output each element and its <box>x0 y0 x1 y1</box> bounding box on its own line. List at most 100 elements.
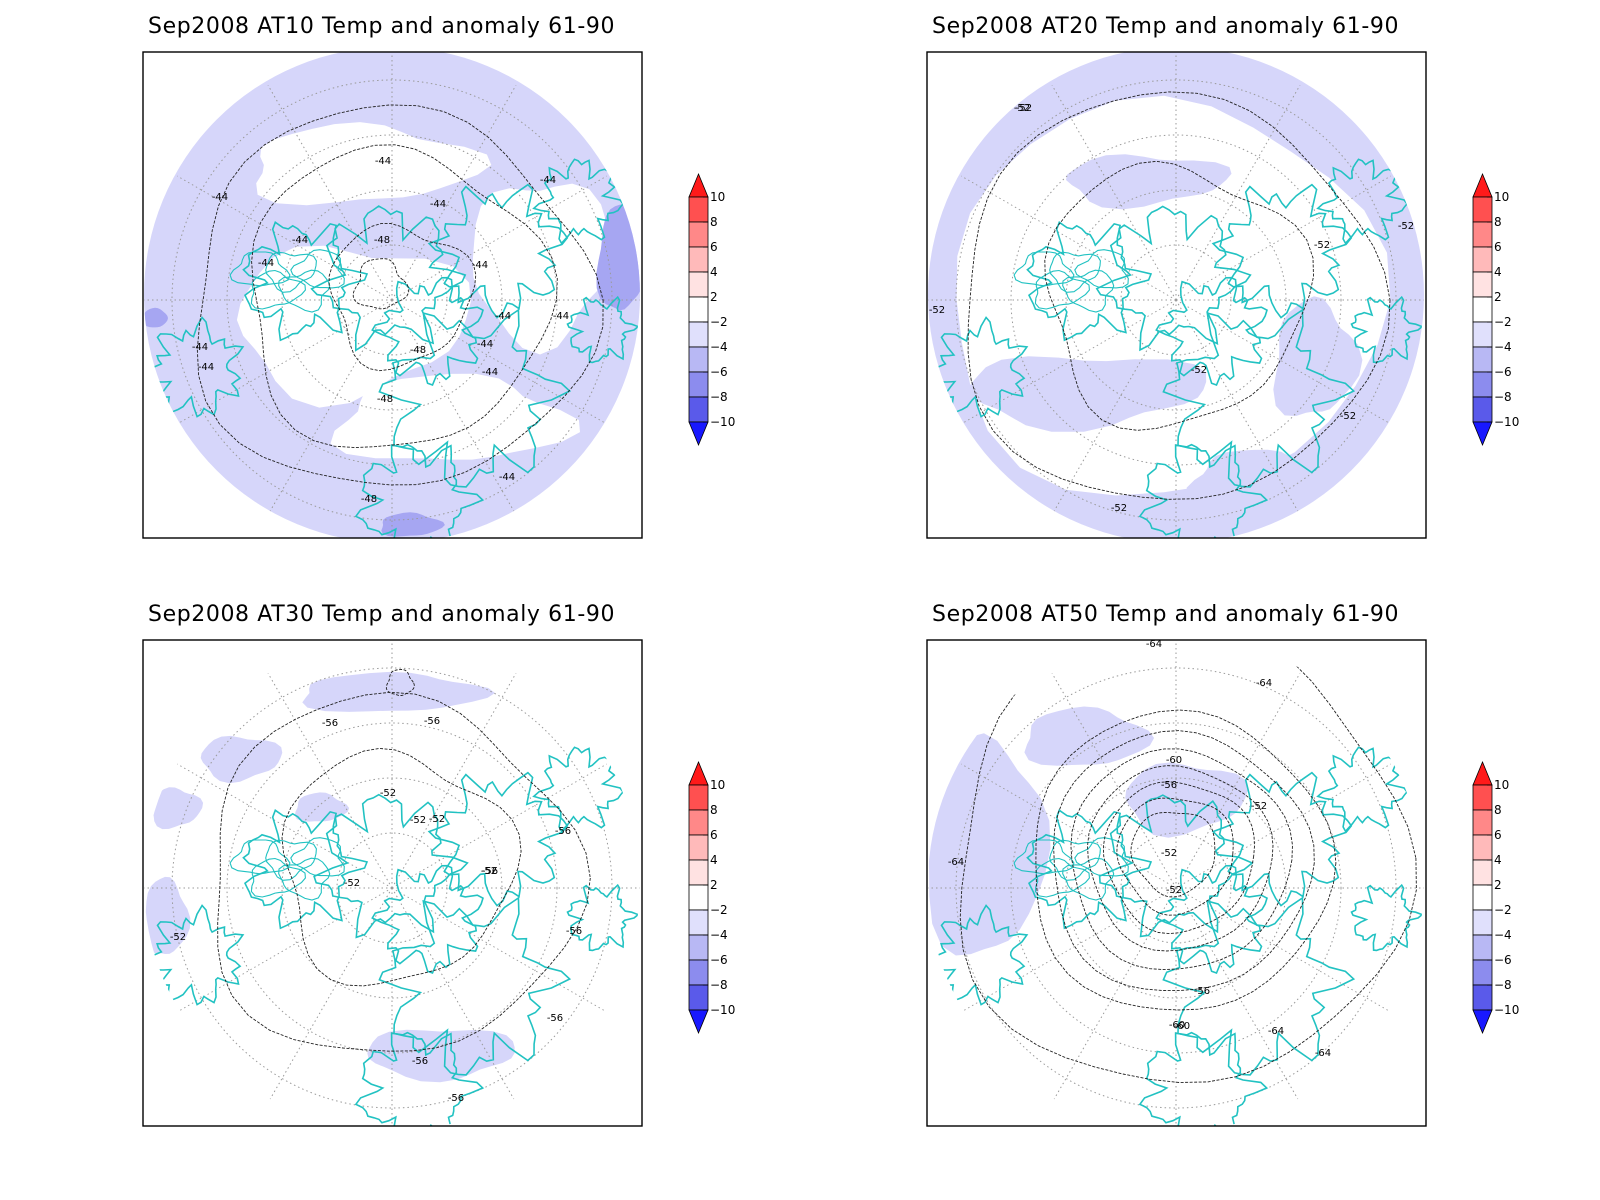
border-line <box>1062 857 1115 901</box>
latitude-circle <box>281 189 503 411</box>
contour-label: -44 <box>212 192 228 203</box>
contours <box>967 91 1391 500</box>
colorbar-tick-label: 10 <box>1494 778 1509 792</box>
coastline <box>242 809 369 930</box>
panel-title: Sep2008 AT20 Temp and anomaly 61-90 <box>932 14 1400 39</box>
meridian-line <box>960 299 1177 425</box>
contour-labels: -52-52-52-52-52-52-52-52 <box>929 103 1414 514</box>
anomaly-patch <box>144 307 168 328</box>
meridian-line <box>391 887 517 1104</box>
coastline <box>371 864 484 975</box>
contour-line <box>385 669 415 697</box>
contour-label: -44 <box>375 156 391 167</box>
contour-labels: -64 -64 -60 -56 -52 -52 -64 -52 -56 -60 -64 -64 -60 <box>948 640 1331 1059</box>
contours <box>217 669 591 1052</box>
graticule <box>144 640 640 1126</box>
latitude-circle <box>955 79 1397 521</box>
contour-label: -56 <box>566 926 582 937</box>
colorbar-min-arrow <box>1472 1009 1493 1035</box>
coastline <box>1316 158 1409 245</box>
meridian-line <box>1175 763 1392 889</box>
coastline <box>1316 746 1409 833</box>
colorbar-tick-label: −6 <box>1494 953 1512 967</box>
coastline <box>1211 183 1353 319</box>
coastline <box>566 295 640 364</box>
meridian-line <box>391 175 608 301</box>
colorbar-segment <box>1472 246 1493 273</box>
colorbar-segment <box>1472 984 1493 1011</box>
colorbar-tick-label: −8 <box>1494 978 1512 992</box>
anomaly-patch <box>1024 706 1155 766</box>
latitude-circle <box>171 79 613 521</box>
colorbar-tick-label: 2 <box>710 878 718 892</box>
colorbar-segment <box>1472 959 1493 986</box>
meridian-line <box>176 763 393 889</box>
contour-labels: -44 -44 -44 -44 -44 -48 -44 -44 -48 -44 -44 -44 -48 -… <box>192 156 569 505</box>
coastline <box>354 443 485 538</box>
coastline <box>1350 295 1424 364</box>
latitude-circle <box>171 667 613 1109</box>
contour-label: -56 <box>555 826 571 837</box>
coastlines <box>146 746 640 1126</box>
coastlines <box>930 158 1424 538</box>
colorbar-tick-label: 4 <box>1494 265 1502 279</box>
colorbar-tick-label: −10 <box>710 415 735 429</box>
map-frame <box>142 51 643 539</box>
contour-line <box>217 691 591 1052</box>
contour-line <box>1070 748 1293 971</box>
anomaly-field <box>144 671 515 1083</box>
contour-label: -48 <box>361 494 377 505</box>
colorbar-segment <box>688 346 709 373</box>
coastline <box>1162 308 1356 488</box>
contour-label: -52 <box>429 814 445 825</box>
colorbar-segment <box>688 221 709 248</box>
meridian-line <box>960 887 1177 1013</box>
contour-label: -44 <box>472 260 488 271</box>
anomaly-patch <box>1273 296 1363 416</box>
contour-label: -56 <box>424 716 440 727</box>
colorbar-segment <box>688 984 709 1011</box>
contour-label: -44 <box>499 472 515 483</box>
colorbar-segment <box>1472 321 1493 348</box>
map-panel-at30: Sep2008 AT30 Temp and anomaly 61-90 -56-… <box>0 588 800 1188</box>
meridian-line <box>267 672 393 889</box>
contour-line <box>1130 812 1216 898</box>
anomaly-patch <box>1125 762 1249 838</box>
contour-label: -56 <box>482 866 498 877</box>
colorbar-min-arrow <box>688 421 709 447</box>
meridian-line <box>1175 84 1301 301</box>
contour-line <box>967 91 1391 500</box>
map-area: -56-56-52-52-52-52-52-56-52-56-56-56-56-… <box>144 640 640 1126</box>
contour-label: -60 <box>1166 755 1182 766</box>
coastline <box>313 793 469 939</box>
coastline <box>1095 205 1252 352</box>
colorbar-max-arrow <box>1472 760 1493 786</box>
anomaly-patch <box>256 122 492 206</box>
colorbar-segment <box>1472 784 1493 811</box>
colorbar-max-arrow <box>688 760 709 786</box>
contour-label: -56 <box>322 718 338 729</box>
contour-line <box>1102 781 1255 935</box>
colorbar-segment <box>1472 296 1493 323</box>
coastline <box>1155 864 1268 975</box>
colorbar-tick-label: 8 <box>1494 215 1502 229</box>
anomaly-patch <box>330 373 580 460</box>
coastline <box>378 896 572 1076</box>
anomaly-patch <box>150 787 204 830</box>
colorbar-tick-label: −8 <box>710 390 728 404</box>
coastline <box>310 205 467 352</box>
border-line <box>290 249 345 289</box>
latitude-circle <box>1065 189 1287 411</box>
colorbar-segment <box>688 784 709 811</box>
latitude-circle <box>1065 777 1287 999</box>
contour-label: -44 <box>553 311 569 322</box>
coastline <box>566 883 640 952</box>
panel-title: Sep2008 AT10 Temp and anomaly 61-90 <box>148 14 616 39</box>
colorbar-tick-label: −4 <box>710 928 728 942</box>
map-panel-at10: Sep2008 AT10 Temp and anomaly 61-90 -44 -… <box>0 0 800 600</box>
colorbar-segment <box>1472 809 1493 836</box>
colorbar-tick-label: −10 <box>1494 1003 1519 1017</box>
contour-label: -52 <box>170 932 186 943</box>
colorbar-min-arrow <box>1472 421 1493 447</box>
anomaly-patch <box>1066 154 1232 210</box>
